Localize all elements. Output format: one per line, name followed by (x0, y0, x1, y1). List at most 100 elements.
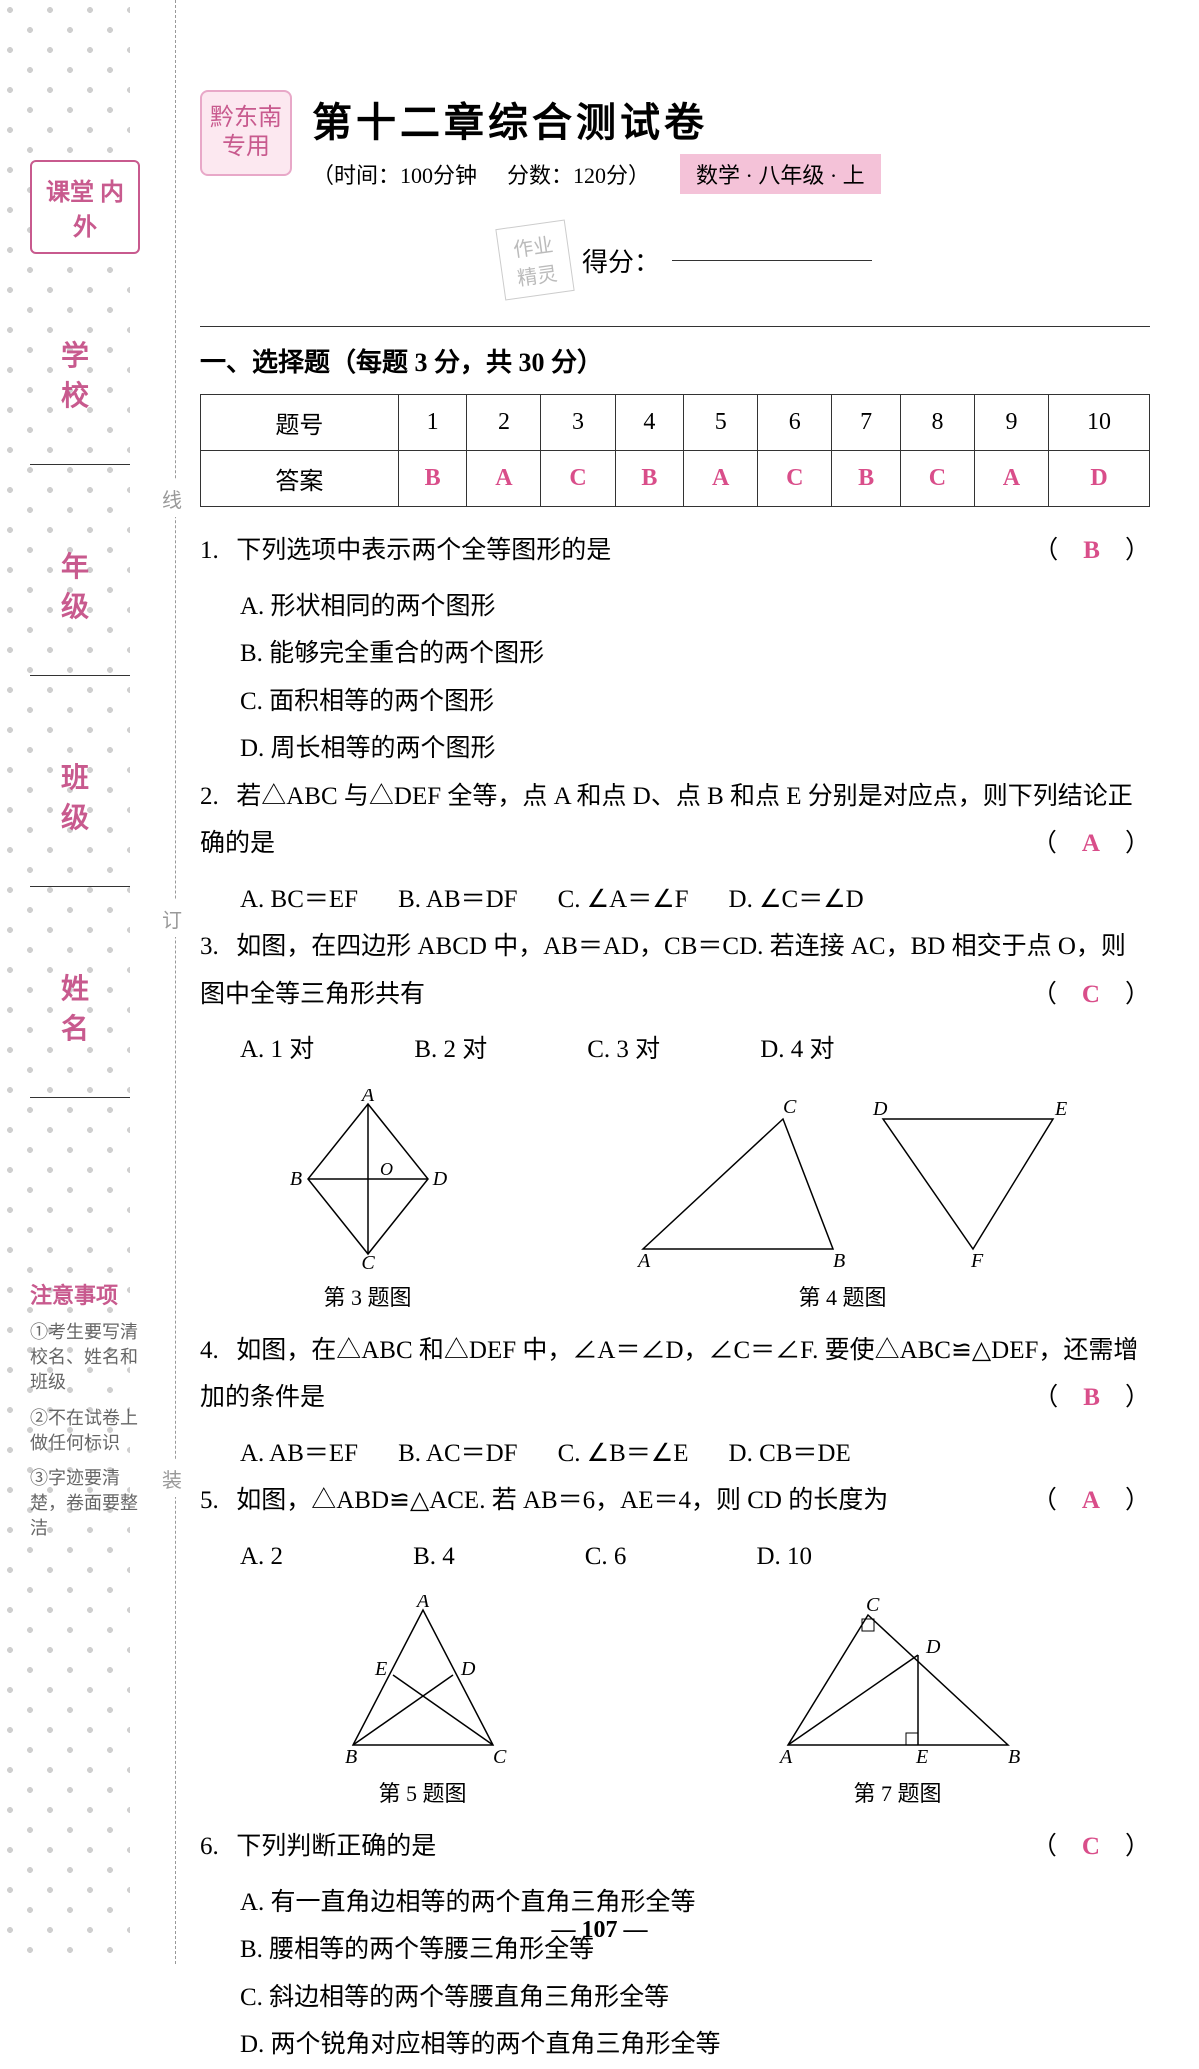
field-line (30, 886, 130, 887)
option: B. 能够完全重合的两个图形 (240, 630, 677, 678)
answer-mark: C (1082, 1833, 1100, 1860)
field-line (30, 464, 130, 465)
q-text: 如图，在△ABC 和△DEF 中，∠A＝∠D，∠C＝∠F. 要使△ABC≌△DE… (200, 1337, 1138, 1412)
option: C. 3 对 (587, 1026, 660, 1074)
option: B. 4 (413, 1533, 455, 1581)
subject-tag: 数学 · 八年级 · 上 (680, 154, 881, 194)
question-2: 2. 若△ABC 与△DEF 全等，点 A 和点 D、点 B 和点 E 分别是对… (200, 773, 1150, 868)
field-label: 姓 名 (30, 967, 140, 1047)
row-label: 题号 (201, 395, 399, 451)
subtitle-row: （时间：100分钟 分数：120分） 数学 · 八年级 · 上 (312, 154, 881, 194)
option: B. 2 对 (414, 1026, 487, 1074)
answer-cell: C (900, 451, 974, 507)
section-header: 一、选择题（每题 3 分，共 30 分） (200, 326, 1150, 379)
page-number: — 107 — (552, 1917, 648, 1944)
option: C. ∠A＝∠F (558, 876, 689, 924)
q-num: 2. (200, 773, 230, 821)
svg-text:A: A (414, 1595, 429, 1612)
figure-4: A B C D E F 第 4 题图 (613, 1089, 1073, 1312)
region-badge: 黔东南 专用 (200, 90, 292, 176)
question-5: 5. 如图，△ABD≌△ACE. 若 AB＝6，AE＝4，则 CD 的长度为 （… (200, 1477, 1150, 1525)
q-text: 如图，△ABD≌△ACE. 若 AB＝6，AE＝4，则 CD 的长度为 (236, 1487, 888, 1514)
figure-7: A B C D E 第 7 题图 (758, 1595, 1038, 1808)
answer-cell: A (467, 451, 541, 507)
answer-mark: B (1083, 537, 1100, 564)
cell: 2 (467, 395, 541, 451)
cell: 3 (541, 395, 615, 451)
option: C. 面积相等的两个图形 (240, 678, 677, 726)
options-3: A. 1 对 B. 2 对 C. 3 对 D. 4 对 (200, 1026, 1150, 1074)
figure-4-svg: A B C D E F (613, 1089, 1073, 1269)
field-line (30, 675, 130, 676)
notice-title: 注意事项 (30, 1278, 140, 1310)
svg-text:A: A (778, 1746, 793, 1765)
options-4: A. AB＝EF B. AC＝DF C. ∠B＝∠E D. CB＝DE (200, 1430, 1150, 1478)
sidebar: 课堂 内外 学 校 年 级 班 级 姓 名 注意事项 ①考生要写清校名、姓名和班… (30, 160, 140, 1542)
figure-caption: 第 7 题图 (758, 1776, 1038, 1808)
answer-table: 题号 1 2 3 4 5 6 7 8 9 10 答案 B A C B A C B… (200, 394, 1150, 507)
score-total: 分数：120分） (507, 158, 650, 190)
option: C. 斜边相等的两个等腰直角三角形全等 (240, 1974, 1150, 2022)
svg-text:E: E (915, 1746, 928, 1765)
options-5: A. 2 B. 4 C. 6 D. 10 (200, 1533, 1150, 1581)
svg-text:C: C (866, 1595, 880, 1616)
sidebar-field-school: 学 校 (30, 334, 140, 465)
score-row: 作业 精灵 得分： (500, 224, 1150, 296)
dashed-marker: 线 (162, 480, 182, 517)
score-label: 得分： (582, 242, 660, 279)
figure-row-2: A B C D E 第 5 题图 A B C D E 第 7 题图 (200, 1595, 1150, 1808)
question-3: 3. 如图，在四边形 ABCD 中，AB＝AD，CB＝CD. 若连接 AC，BD… (200, 923, 1150, 1018)
option: A. 1 对 (240, 1026, 314, 1074)
cell: 5 (684, 395, 758, 451)
svg-text:F: F (970, 1250, 984, 1269)
q-num: 6. (200, 1823, 230, 1871)
cell: 6 (758, 395, 832, 451)
svg-text:A: A (359, 1089, 374, 1106)
dashed-marker: 订 (162, 900, 182, 937)
stamp: 作业 精灵 (495, 219, 574, 300)
notice-item: ③字迹要清楚，卷面要整洁 (30, 1466, 140, 1542)
answer-cell: C (541, 451, 615, 507)
header-row: 黔东南 专用 第十二章综合测试卷 （时间：100分钟 分数：120分） 数学 ·… (200, 90, 1150, 194)
cell: 4 (615, 395, 684, 451)
svg-text:C: C (783, 1096, 797, 1118)
time-label: （时间：100分钟 (312, 158, 477, 190)
figure-5: A B C D E 第 5 题图 (313, 1595, 533, 1808)
figure-row-1: A B C D O 第 3 题图 A B C D E F 第 4 题图 (200, 1089, 1150, 1312)
q-text: 若△ABC 与△DEF 全等，点 A 和点 D、点 B 和点 E 分别是对应点，… (200, 783, 1133, 858)
dashed-marker: 装 (162, 1460, 182, 1497)
svg-text:E: E (1054, 1098, 1067, 1120)
option: A. AB＝EF (240, 1430, 358, 1478)
question-4: 4. 如图，在△ABC 和△DEF 中，∠A＝∠D，∠C＝∠F. 要使△ABC≌… (200, 1327, 1150, 1422)
option: B. AB＝DF (398, 876, 517, 924)
cell: 7 (832, 395, 901, 451)
option: D. 10 (756, 1533, 812, 1581)
table-row-answers: 答案 B A C B A C B C A D (201, 451, 1150, 507)
answer-mark: C (1082, 981, 1100, 1008)
q-num: 3. (200, 923, 230, 971)
svg-text:A: A (636, 1250, 651, 1269)
svg-text:B: B (1008, 1746, 1020, 1765)
option: A. BC＝EF (240, 876, 358, 924)
q-num: 4. (200, 1327, 230, 1375)
figure-caption: 第 3 题图 (278, 1280, 458, 1312)
answer-cell: D (1048, 451, 1149, 507)
sidebar-field-class: 班 级 (30, 756, 140, 887)
sidebar-field-name: 姓 名 (30, 967, 140, 1098)
notice-item: ①考生要写清校名、姓名和班级 (30, 1320, 140, 1396)
row-label: 答案 (201, 451, 399, 507)
option: A. 2 (240, 1533, 283, 1581)
svg-text:B: B (833, 1250, 845, 1269)
option: A. 形状相同的两个图形 (240, 583, 677, 631)
options-2: A. BC＝EF B. AB＝DF C. ∠A＝∠F D. ∠C＝∠D (200, 876, 1150, 924)
option: D. CB＝DE (729, 1430, 851, 1478)
dashed-binding-line (175, 0, 176, 1964)
q-num: 5. (200, 1477, 230, 1525)
field-line (30, 1097, 130, 1098)
question-6: 6. 下列判断正确的是 （ C ） (200, 1823, 1150, 1871)
cell: 8 (900, 395, 974, 451)
answer-cell: C (758, 451, 832, 507)
question-1: 1. 下列选项中表示两个全等图形的是 （ B ） (200, 527, 1150, 575)
answer-cell: B (398, 451, 467, 507)
sidebar-field-grade: 年 级 (30, 545, 140, 676)
